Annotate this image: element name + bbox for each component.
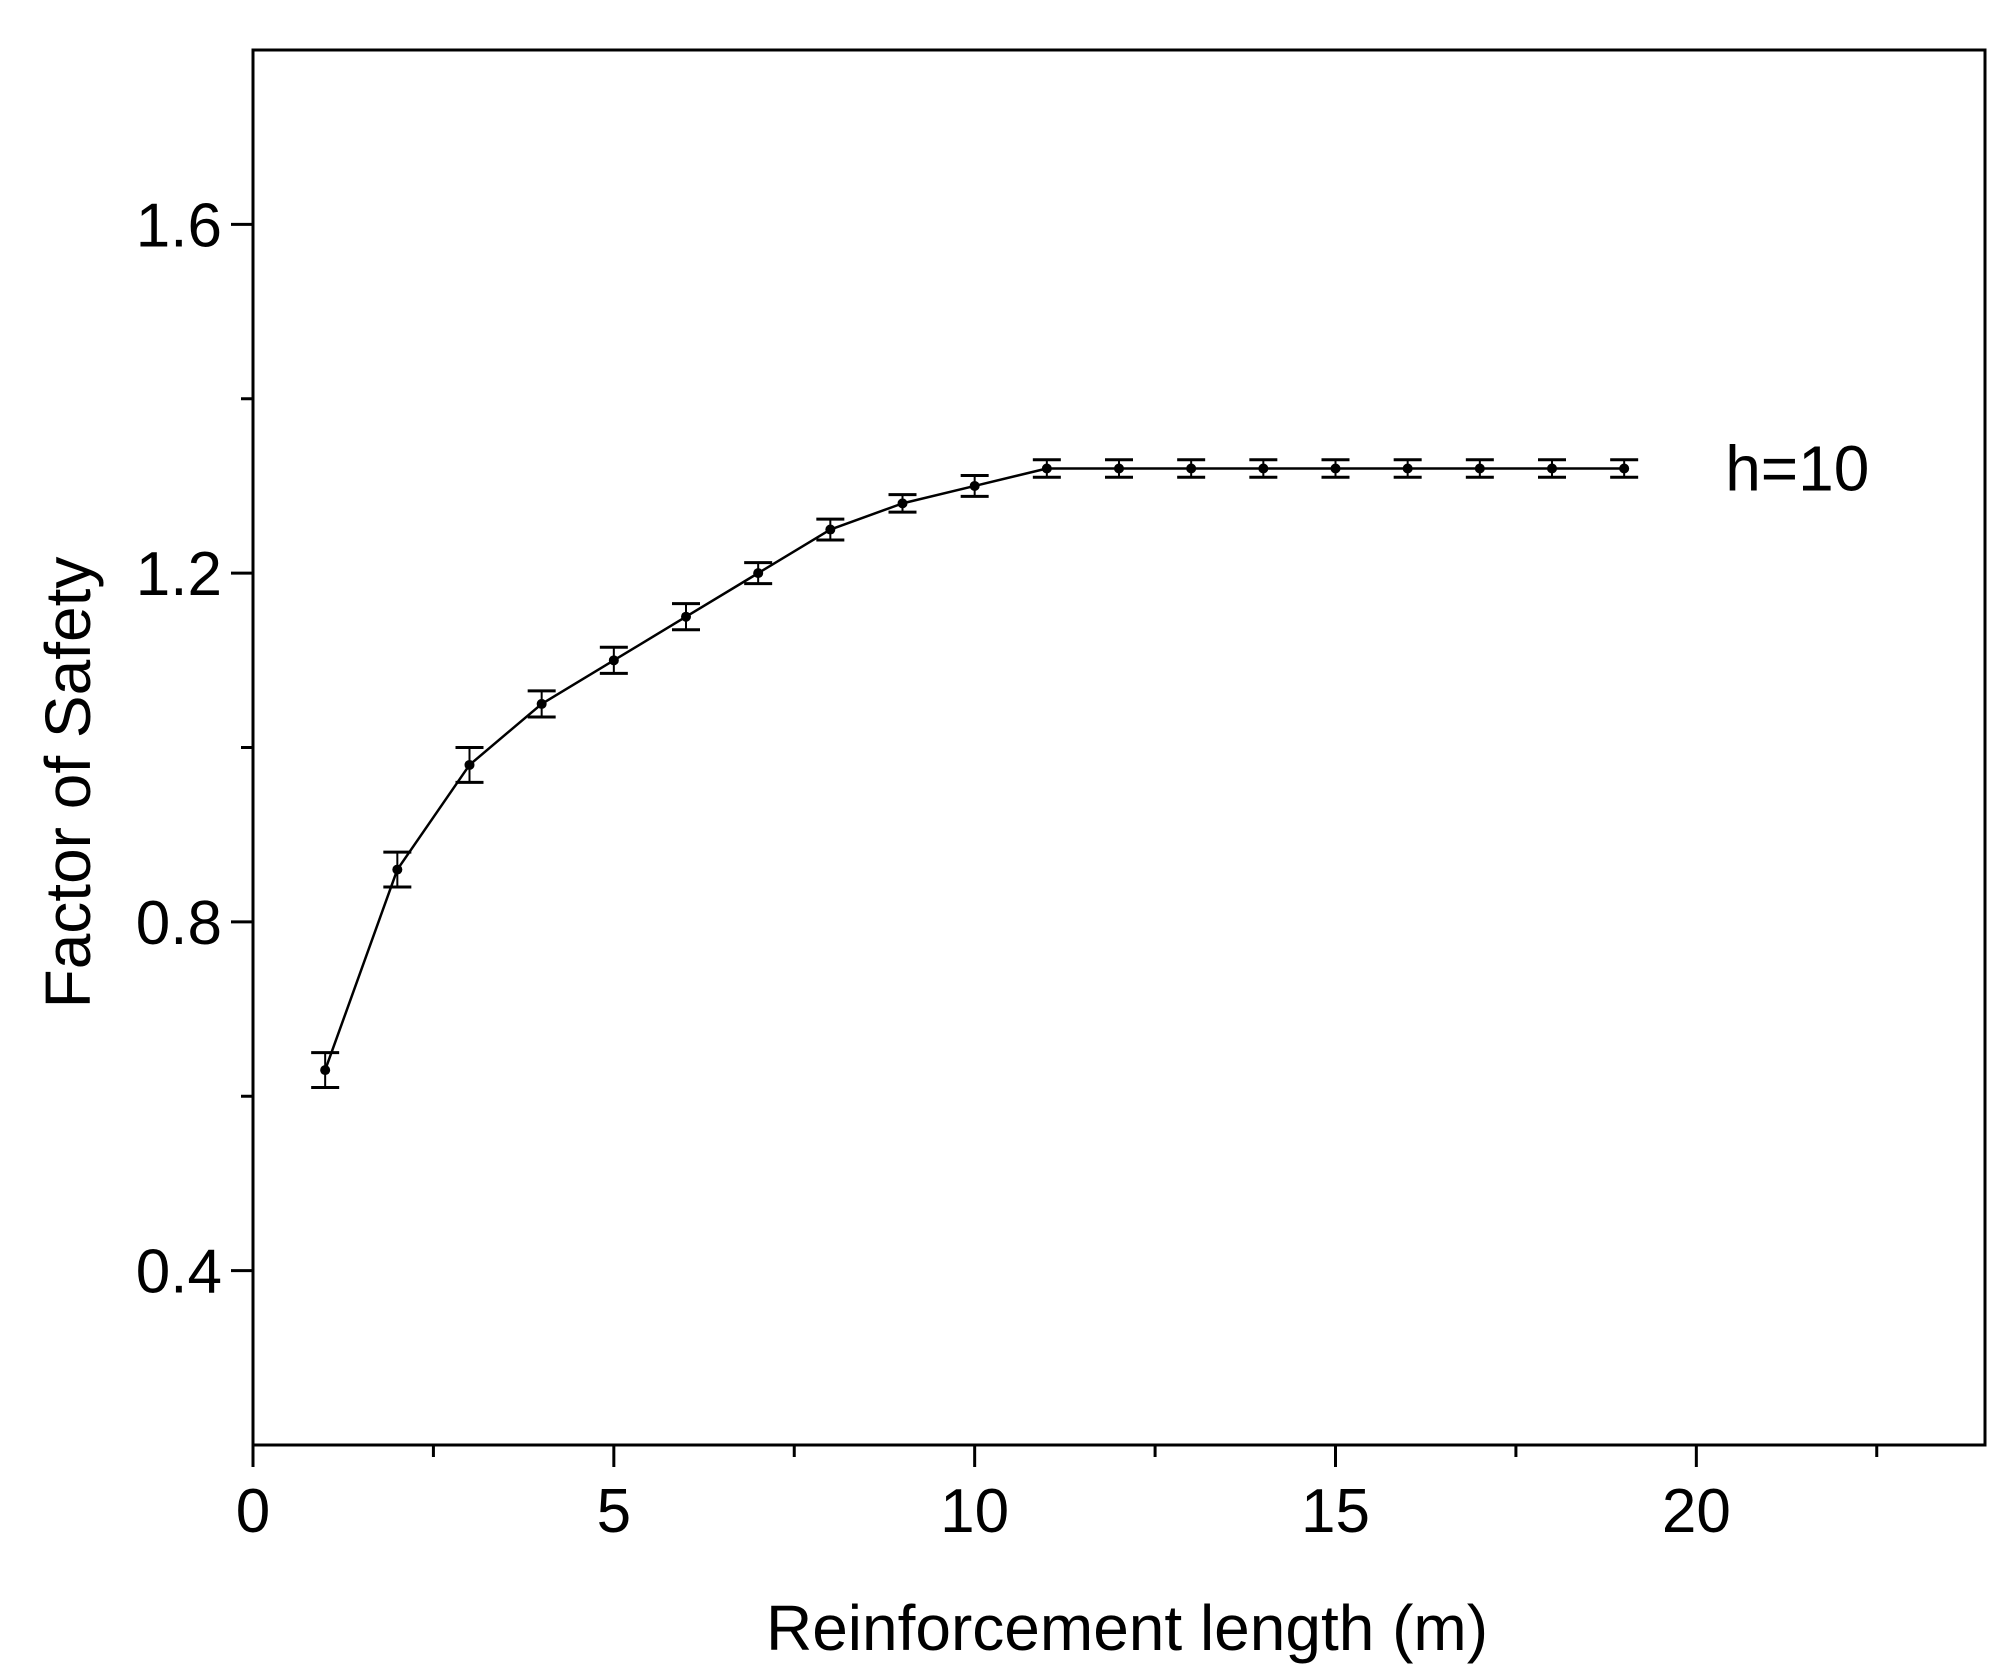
- data-point: [1114, 463, 1124, 474]
- y-tick-label: 1.2: [136, 540, 222, 609]
- data-point: [464, 759, 475, 770]
- data-point: [969, 480, 980, 491]
- data-point: [1041, 463, 1052, 474]
- x-tick-label: 0: [236, 1477, 270, 1546]
- series-annotation: h=10: [1725, 433, 1869, 505]
- x-axis-title: Reinforcement length (m): [766, 1592, 1488, 1664]
- data-point: [897, 498, 908, 509]
- data-point: [1474, 463, 1485, 474]
- data-point: [320, 1065, 331, 1076]
- data-point: [392, 864, 403, 875]
- series-layer: [311, 458, 1639, 1090]
- data-point: [1186, 463, 1197, 474]
- data-point: [753, 568, 764, 579]
- data-point: [1547, 463, 1557, 474]
- x-tick-label: 10: [940, 1477, 1009, 1546]
- data-point: [825, 524, 836, 535]
- data-point: [1258, 463, 1269, 474]
- data-point: [681, 611, 691, 622]
- annotation-layer: h=10: [1725, 433, 1869, 505]
- data-point: [608, 655, 619, 666]
- data-point: [1619, 463, 1630, 474]
- y-axis-title: Factor of Safety: [32, 557, 104, 1009]
- x-tick-label: 15: [1301, 1477, 1370, 1546]
- y-tick-label: 1.6: [136, 191, 222, 260]
- data-point: [536, 698, 547, 709]
- y-tick-label: 0.8: [136, 889, 222, 958]
- y-tick-label: 0.4: [136, 1238, 222, 1307]
- data-point: [1402, 463, 1413, 474]
- x-tick-label: 5: [597, 1477, 631, 1546]
- axis-ticks: [231, 222, 1879, 1467]
- data-point: [1330, 463, 1341, 474]
- x-tick-label: 20: [1662, 1477, 1731, 1546]
- tick-labels: 0 5 10 15 20 0.4 0.8 1.2 1.6: [136, 191, 1731, 1546]
